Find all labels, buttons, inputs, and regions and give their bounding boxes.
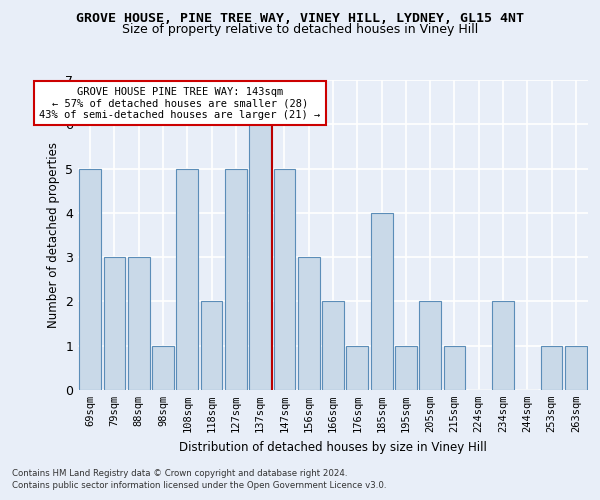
- Bar: [346, 346, 368, 390]
- Bar: [371, 213, 392, 390]
- Bar: [200, 302, 223, 390]
- Text: Contains HM Land Registry data © Crown copyright and database right 2024.: Contains HM Land Registry data © Crown c…: [12, 468, 347, 477]
- Bar: [419, 302, 441, 390]
- Bar: [274, 168, 295, 390]
- Bar: [541, 346, 562, 390]
- Bar: [395, 346, 417, 390]
- Bar: [225, 168, 247, 390]
- Bar: [565, 346, 587, 390]
- Bar: [249, 124, 271, 390]
- X-axis label: Distribution of detached houses by size in Viney Hill: Distribution of detached houses by size …: [179, 440, 487, 454]
- Bar: [492, 302, 514, 390]
- Bar: [152, 346, 174, 390]
- Bar: [176, 168, 198, 390]
- Text: Size of property relative to detached houses in Viney Hill: Size of property relative to detached ho…: [122, 22, 478, 36]
- Bar: [322, 302, 344, 390]
- Text: GROVE HOUSE, PINE TREE WAY, VINEY HILL, LYDNEY, GL15 4NT: GROVE HOUSE, PINE TREE WAY, VINEY HILL, …: [76, 12, 524, 26]
- Text: Contains public sector information licensed under the Open Government Licence v3: Contains public sector information licen…: [12, 481, 386, 490]
- Bar: [298, 257, 320, 390]
- Bar: [79, 168, 101, 390]
- Y-axis label: Number of detached properties: Number of detached properties: [47, 142, 59, 328]
- Bar: [104, 257, 125, 390]
- Bar: [128, 257, 149, 390]
- Text: GROVE HOUSE PINE TREE WAY: 143sqm
← 57% of detached houses are smaller (28)
43% : GROVE HOUSE PINE TREE WAY: 143sqm ← 57% …: [40, 86, 320, 120]
- Bar: [443, 346, 466, 390]
